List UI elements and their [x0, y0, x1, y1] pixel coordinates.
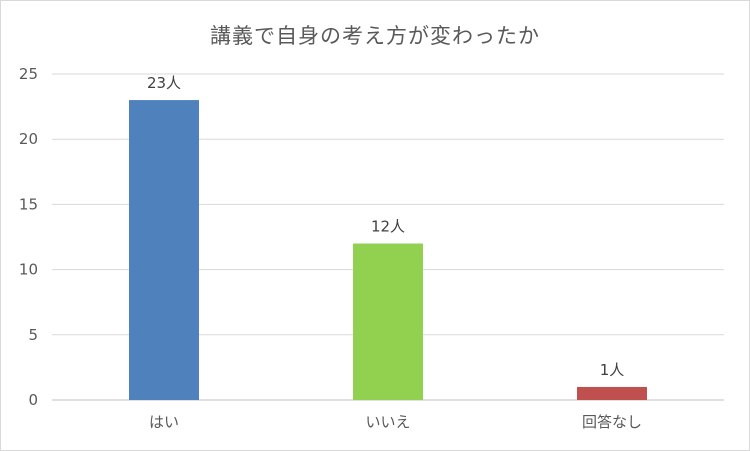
bar-1 — [353, 243, 423, 400]
category-label-1: いいえ — [365, 413, 410, 431]
y-tick-label-0: 0 — [28, 391, 38, 409]
y-tick-label-5: 5 — [28, 326, 38, 344]
bar-2 — [577, 386, 647, 400]
data-label-1: 12人 — [371, 218, 405, 236]
y-tick-label-20: 20 — [19, 130, 38, 148]
data-label-0: 23人 — [147, 74, 181, 92]
category-label-2: 回答なし — [582, 413, 642, 431]
data-label-2: 1人 — [600, 361, 625, 379]
y-tick-label-25: 25 — [19, 65, 38, 83]
bar-0 — [129, 100, 199, 400]
y-tick-label-10: 10 — [19, 261, 38, 279]
category-label-0: はい — [149, 413, 179, 431]
chart-title: 講義で自身の考え方が変わったか — [210, 24, 540, 48]
y-tick-label-15: 15 — [19, 195, 38, 213]
